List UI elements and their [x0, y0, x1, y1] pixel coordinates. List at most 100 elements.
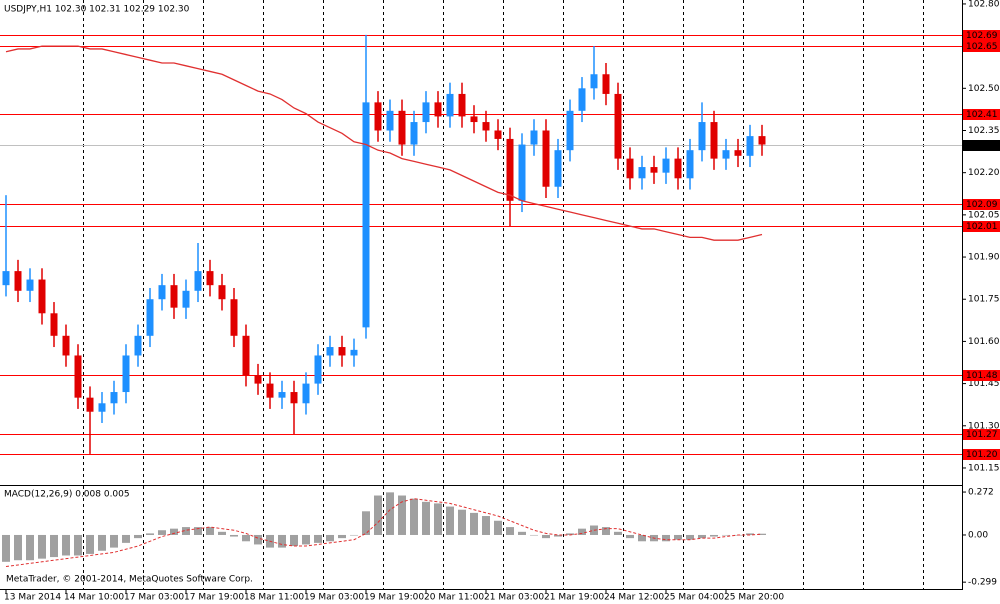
candle-body — [410, 122, 418, 145]
x-tick-label: 21 Mar 03:00 — [484, 593, 544, 603]
y-tick-label: 102.50 — [968, 84, 1000, 94]
macd-bar — [758, 533, 766, 535]
candle-body — [122, 355, 130, 393]
macd-bar — [158, 530, 166, 535]
y-tick-label: 101.75 — [968, 295, 1000, 305]
candle-body — [218, 285, 226, 300]
macd-bar — [62, 534, 70, 556]
macd-bar — [218, 531, 226, 535]
level-label-box — [963, 370, 1000, 381]
macd-bar — [14, 534, 22, 561]
candle-body — [602, 74, 610, 94]
macd-bar — [398, 495, 406, 535]
y-tick-label: 0.00 — [968, 530, 988, 540]
candle-body — [74, 355, 82, 398]
level-label: 102.69 — [966, 31, 998, 41]
macd-bar — [722, 534, 730, 536]
candle-body — [350, 349, 358, 356]
level-label-box — [963, 199, 1000, 210]
macd-bar — [230, 534, 238, 537]
macd-bar — [482, 516, 490, 535]
candle-body — [158, 285, 166, 300]
candle-body — [638, 167, 646, 179]
x-tick-label: 24 Mar 12:00 — [604, 593, 664, 603]
x-tick-label: 18 Mar 11:00 — [244, 593, 304, 603]
candle-body — [38, 279, 46, 314]
level-label-box — [963, 221, 1000, 232]
macd-title: MACD(12,26,9) 0.008 0.005 — [4, 490, 130, 500]
grid-layer — [5, 0, 966, 593]
macd-bar — [206, 527, 214, 535]
level-label-box — [963, 109, 1000, 120]
y-tick-label: -0.299 — [968, 578, 997, 588]
candle-body — [458, 93, 466, 117]
current-price-box — [963, 140, 1000, 151]
candle-body — [26, 279, 34, 291]
macd-bar — [614, 531, 622, 535]
macd-bar — [338, 534, 346, 539]
macd-bar — [554, 534, 562, 537]
candle-body — [194, 271, 202, 291]
macd-bar — [530, 534, 538, 536]
macd-bar — [506, 527, 514, 535]
candle-body — [494, 130, 502, 139]
macd-bar — [434, 503, 442, 535]
candle-body — [362, 102, 370, 328]
y-tick-label: 102.35 — [968, 126, 1000, 136]
candle-body — [110, 392, 118, 404]
candle-body — [14, 271, 22, 291]
macd-bar — [362, 511, 370, 535]
candle-body — [686, 150, 694, 179]
macd-bar — [422, 501, 430, 535]
macd-bar — [134, 534, 142, 539]
candle-body — [710, 122, 718, 159]
macd-bar — [542, 534, 550, 539]
candle-body — [422, 102, 430, 123]
candle-body — [554, 150, 562, 187]
current-price-label: 102.30 — [966, 141, 998, 151]
macd-bar — [410, 498, 418, 535]
candle-body — [662, 158, 670, 173]
candle-body — [386, 110, 394, 131]
candle-body — [698, 122, 706, 151]
level-label: 101.27 — [966, 430, 998, 440]
candle-body — [134, 335, 142, 356]
x-tick-label: 19 Mar 03:00 — [304, 593, 364, 603]
macd-bar — [254, 534, 262, 545]
macd-bar — [458, 509, 466, 535]
y-tick-label: 101.45 — [968, 379, 1000, 389]
footer: MetaTrader, © 2001-2014, MetaQuotes Soft… — [6, 575, 253, 585]
macd-bar — [698, 534, 706, 539]
macd-bar — [122, 534, 130, 543]
level-label-box — [963, 41, 1000, 52]
level-label: 102.41 — [966, 110, 998, 120]
candle-body — [758, 136, 766, 145]
macd-bar — [374, 495, 382, 535]
labels-layer: USDJPY,H1 102.30 102.31 102.29 102.30 MA… — [4, 0, 1000, 603]
macd-bar — [602, 527, 610, 535]
macd-bar — [242, 534, 250, 542]
candle-body — [626, 158, 634, 179]
candle-body — [434, 102, 442, 117]
candle-body — [50, 313, 58, 336]
level-label: 102.09 — [966, 200, 998, 210]
macd-bar — [686, 534, 694, 540]
chart-title: USDJPY,H1 102.30 102.31 102.29 102.30 — [4, 5, 190, 15]
macd-bar — [170, 528, 178, 535]
macd-bar — [494, 520, 502, 535]
macd-bar — [518, 531, 526, 535]
candle-body — [530, 130, 538, 145]
macd-bar — [674, 534, 682, 540]
candle-body — [674, 158, 682, 179]
candle-body — [170, 285, 178, 308]
candle-body — [734, 150, 742, 156]
candle-body — [542, 130, 550, 187]
level-label: 102.65 — [966, 42, 998, 52]
level-label: 101.20 — [966, 450, 998, 460]
candle-body — [506, 138, 514, 201]
macd-bar — [470, 512, 478, 535]
moving-average — [5, 45, 763, 241]
candle-body — [206, 271, 214, 286]
macd-bar — [746, 533, 754, 535]
candle-body — [338, 347, 346, 356]
